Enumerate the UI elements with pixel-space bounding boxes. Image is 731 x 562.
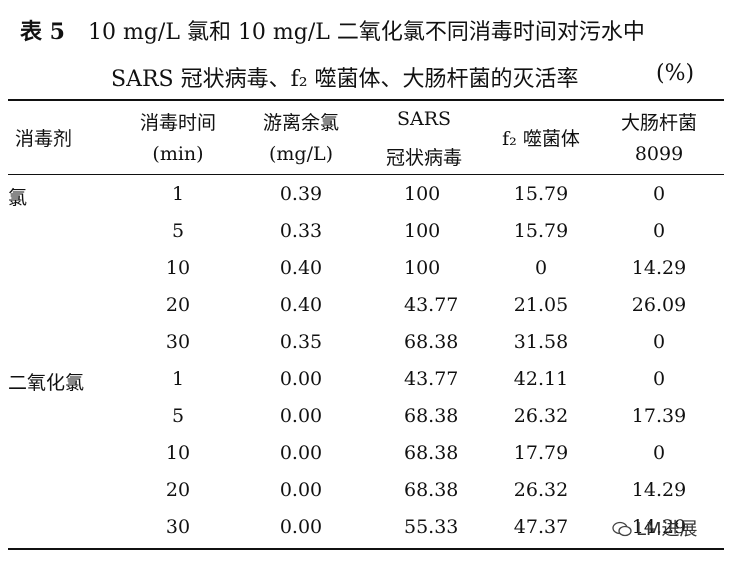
cell-phage: 31.58	[513, 331, 569, 353]
cell-sars: 68.38	[404, 479, 459, 501]
cell-time: 5	[171, 405, 185, 427]
header-time-unit: (min)	[152, 143, 204, 165]
cell-ecoli: 0	[652, 220, 666, 242]
header-ecoli: 大肠杆菌	[620, 112, 698, 134]
cell-time: 5	[171, 220, 185, 242]
cell-time: 20	[165, 479, 191, 501]
cell-residual: 0.00	[279, 405, 323, 427]
cell-ecoli: 0	[652, 183, 666, 205]
cell-sars: 68.38	[404, 405, 459, 427]
cell-ecoli: 14.29	[631, 479, 687, 501]
table-title-line2: SARS 冠状病毒、f₂ 噬菌体、大肠杆菌的灭活率	[111, 67, 579, 92]
cell-phage: 47.37	[513, 516, 569, 538]
table-unit: (%)	[656, 61, 695, 86]
cell-residual: 0.40	[279, 294, 323, 316]
cell-ecoli: 0	[652, 368, 666, 390]
cell-time: 10	[165, 442, 191, 464]
cell-sars: 43.77	[404, 368, 459, 390]
header-chlorine-unit: (mg/L)	[268, 143, 334, 165]
cell-ecoli: 26.09	[631, 294, 687, 316]
cell-time: 10	[165, 257, 191, 279]
cell-sars: 100	[404, 183, 441, 205]
cell-residual: 0.35	[279, 331, 323, 353]
wechat-icon	[612, 521, 632, 537]
header-disinfectant: 消毒剂	[15, 128, 73, 150]
cell-phage: 42.11	[513, 368, 569, 390]
cell-residual: 0.00	[279, 516, 323, 538]
table-header-rule	[8, 174, 724, 175]
header-time: 消毒时间	[139, 112, 217, 134]
cell-residual: 0.00	[279, 442, 323, 464]
cell-sars: 68.38	[404, 442, 459, 464]
cell-residual: 0.00	[279, 368, 323, 390]
cell-phage: 0	[534, 257, 548, 279]
cell-phage: 17.79	[513, 442, 569, 464]
cell-phage: 15.79	[513, 220, 569, 242]
cell-phage: 26.32	[513, 405, 569, 427]
cell-sars: 55.33	[404, 516, 459, 538]
cell-phage: 15.79	[513, 183, 569, 205]
cell-ecoli: 0	[652, 331, 666, 353]
header-chlorine: 游离余氯	[262, 112, 340, 134]
cell-time: 30	[165, 331, 191, 353]
table-bottom-rule	[8, 548, 724, 550]
watermark-text: LM进展	[636, 519, 698, 540]
cell-agent: 氯	[8, 187, 28, 209]
watermark: LM进展	[612, 515, 698, 541]
cell-sars: 100	[404, 220, 441, 242]
table-number: 表 5	[20, 19, 65, 45]
cell-phage: 21.05	[513, 294, 569, 316]
cell-sars: 43.77	[404, 294, 459, 316]
cell-residual: 0.00	[279, 479, 323, 501]
cell-residual: 0.40	[279, 257, 323, 279]
cell-sars: 68.38	[404, 331, 459, 353]
cell-time: 1	[171, 368, 185, 390]
cell-phage: 26.32	[513, 479, 569, 501]
cell-ecoli: 0	[652, 442, 666, 464]
cell-ecoli: 17.39	[631, 405, 687, 427]
cell-time: 20	[165, 294, 191, 316]
header-sars-2: 冠状病毒	[385, 147, 463, 169]
cell-ecoli: 14.29	[631, 257, 687, 279]
cell-residual: 0.33	[279, 220, 323, 242]
header-sars: SARS	[396, 108, 452, 130]
cell-time: 30	[165, 516, 191, 538]
header-ecoli-2: 8099	[634, 143, 684, 165]
table-top-rule	[8, 99, 724, 101]
cell-ecoli: 14.29	[631, 516, 687, 538]
cell-residual: 0.39	[279, 183, 323, 205]
cell-agent: 二氧化氯	[8, 372, 85, 394]
cell-sars: 100	[404, 257, 441, 279]
header-phage: f₂ 噬菌体	[502, 128, 580, 150]
cell-time: 1	[171, 183, 185, 205]
table-title-line1: 10 mg/L 氯和 10 mg/L 二氧化氯不同消毒时间对污水中	[88, 20, 645, 45]
